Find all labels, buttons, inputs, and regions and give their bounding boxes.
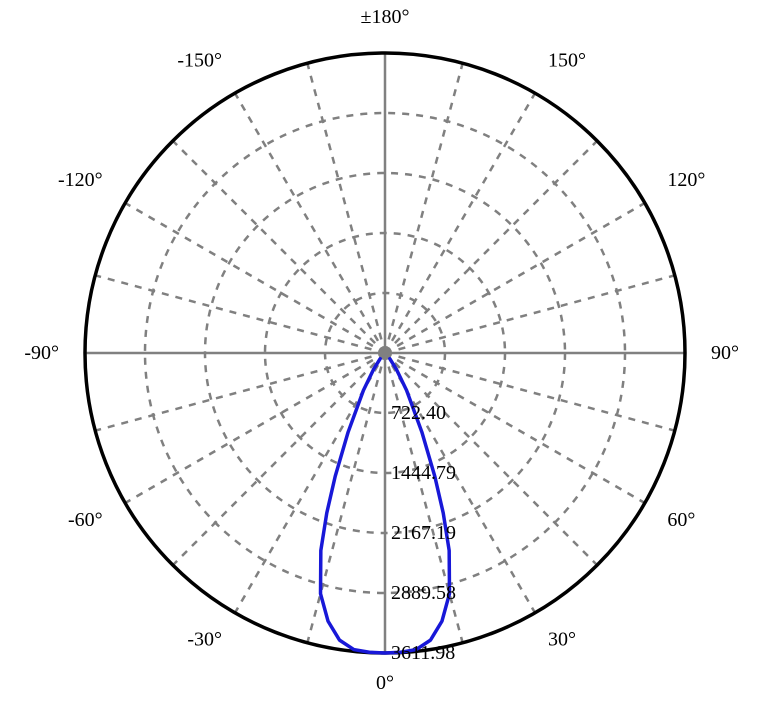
grid-spoke xyxy=(385,63,463,353)
grid-spoke xyxy=(307,353,385,643)
grid-spoke xyxy=(307,63,385,353)
polar-chart: 722.40 1444.79 2167.19 2889.58 3611.98 0° 30° 6… xyxy=(0,0,771,707)
angle-label: ±180° xyxy=(361,6,410,28)
grid-spoke xyxy=(125,353,385,503)
grid-spoke xyxy=(95,353,385,431)
radial-label: 2167.19 xyxy=(391,522,456,544)
radial-label: 1444.79 xyxy=(391,462,456,484)
angle-label: 60° xyxy=(667,509,695,531)
grid-spoke xyxy=(173,141,385,353)
polar-svg: 722.40 1444.79 2167.19 2889.58 3611.98 0° 30° 6… xyxy=(0,0,771,707)
grid-spoke xyxy=(95,275,385,353)
angle-label: -60° xyxy=(68,509,103,531)
angle-label: -90° xyxy=(24,342,59,364)
grid-spoke xyxy=(385,275,675,353)
angle-label: 30° xyxy=(548,628,576,650)
angle-label: 90° xyxy=(711,342,739,364)
angle-label: 150° xyxy=(548,50,586,72)
grid-spoke xyxy=(385,93,535,353)
angle-label: -120° xyxy=(58,169,103,191)
grid-spoke xyxy=(125,203,385,353)
radial-label: 3611.98 xyxy=(391,642,455,664)
angle-label: 0° xyxy=(376,672,394,694)
grid-spoke xyxy=(385,203,645,353)
grid-spoke xyxy=(385,141,597,353)
radial-label: 2889.58 xyxy=(391,582,456,604)
radial-label: 722.40 xyxy=(391,402,446,424)
angle-label: -30° xyxy=(187,628,222,650)
grid-spoke xyxy=(173,353,385,565)
angle-label: 120° xyxy=(667,169,705,191)
grid-spoke xyxy=(235,93,385,353)
angle-label: -150° xyxy=(177,50,222,72)
